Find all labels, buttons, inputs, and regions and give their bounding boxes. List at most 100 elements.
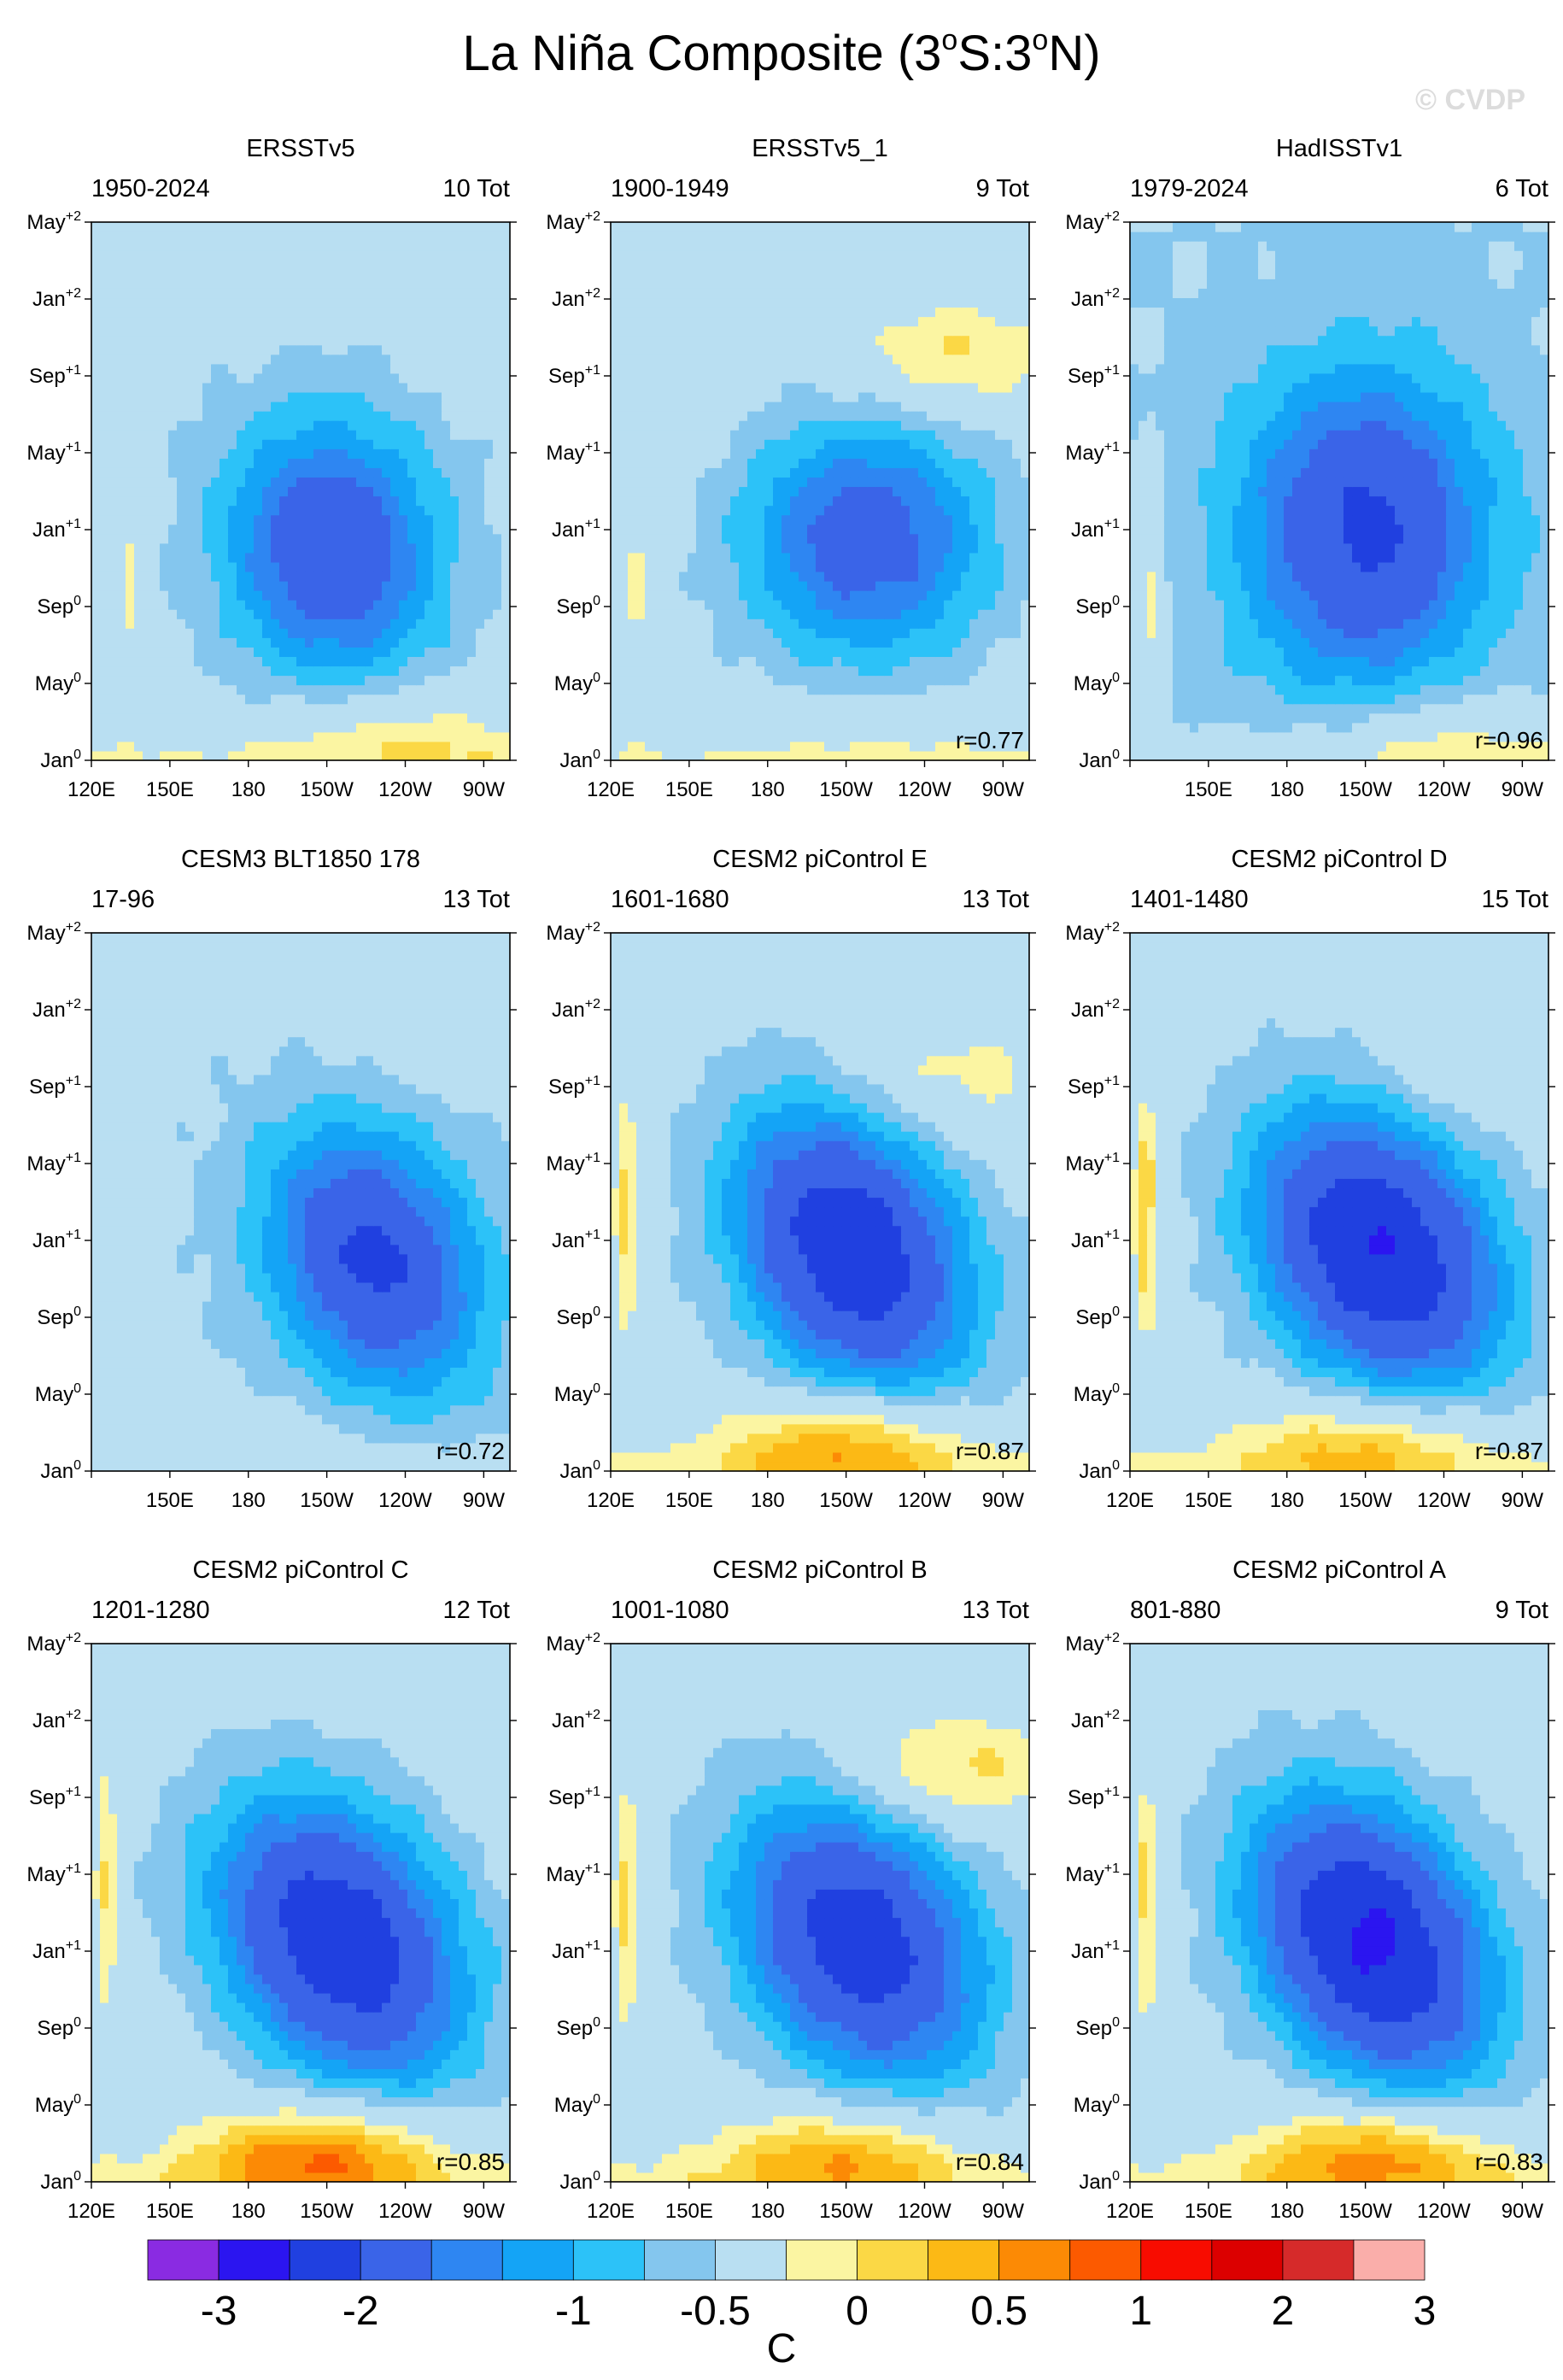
heatmap-cell [1004,561,1013,572]
heatmap-cell [262,278,272,289]
heatmap-cell [390,391,400,402]
heatmap-cell [790,750,799,761]
heatmap-cell [424,694,434,705]
heatmap-cell [331,382,340,393]
heatmap-cell [713,533,723,544]
heatmap-cell [296,590,306,601]
heatmap-cell [305,354,314,365]
heatmap-cell [893,675,902,686]
heatmap-cell [160,542,169,554]
heatmap-cell [365,637,374,648]
heatmap-cell [893,750,902,761]
heatmap-cell [816,402,825,412]
heatmap-cell [407,354,417,365]
heatmap-cell [151,335,161,346]
heatmap-cell [348,448,357,459]
heatmap-cell [1004,722,1013,733]
heatmap-cell [722,430,731,440]
heatmap-cell [151,656,161,667]
heatmap-cell [747,477,757,488]
heatmap-cell [764,647,774,658]
heatmap-cell [279,250,289,261]
heatmap-cell [194,316,203,327]
heatmap-cell [782,495,791,507]
heatmap-cell [867,703,876,714]
heatmap-cell [628,486,637,497]
heatmap-cell [322,411,331,421]
heatmap-cell [373,382,383,393]
heatmap-cell [254,731,263,742]
heatmap-cell [790,618,799,629]
heatmap-cell [126,260,135,270]
heatmap-cell [713,372,723,384]
heatmap-cell [764,637,774,648]
heatmap-cell [816,505,825,516]
heatmap-cell [705,458,714,468]
heatmap-cell [331,694,340,705]
heatmap-cell [91,675,101,686]
heatmap-cell [245,467,255,478]
heatmap-cell [288,232,297,242]
heatmap-cell [331,391,340,402]
heatmap-cell [662,647,671,658]
heatmap-cell [739,411,748,421]
heatmap-cell [824,618,834,629]
heatmap-cell [722,542,731,554]
heatmap-cell [245,675,255,686]
heatmap-cell [305,581,314,591]
heatmap-cell [476,325,485,337]
heatmap-cell [722,411,731,421]
heatmap-cell [143,411,152,421]
heatmap-cell [91,278,101,289]
heatmap-cell [467,439,477,449]
heatmap-cell [833,411,842,421]
heatmap-cell [305,382,314,393]
heatmap-cell [790,552,799,563]
heatmap-cell [100,561,109,572]
panel-event-count: 10 Tot [443,175,510,202]
heatmap-cell [424,288,434,299]
heatmap-cell [636,391,646,402]
heatmap-cell [688,477,697,488]
heatmap-cell [108,750,118,761]
heatmap-cell [739,354,748,365]
heatmap-cell [424,741,434,752]
heatmap-cell [493,637,502,648]
heatmap-cell [143,288,152,299]
heatmap-cell [645,402,654,412]
heatmap-cell [407,382,417,393]
heatmap-cell [636,731,646,742]
heatmap-cell [824,694,834,705]
heatmap-cell [382,420,391,431]
heatmap-cell [296,712,306,724]
heatmap-cell [459,703,468,714]
heatmap-cell [910,618,919,629]
heatmap-cell [867,391,876,402]
heatmap-cell [459,316,468,327]
heatmap-cell [1021,618,1030,629]
heatmap-cell [254,628,263,638]
heatmap-cell [399,524,408,535]
heatmap-cell [995,694,1004,705]
heatmap-cell [884,675,893,686]
heatmap-cell [730,542,740,554]
heatmap-cell [747,552,757,563]
heatmap-cell [245,316,255,327]
heatmap-cell [348,628,357,638]
heatmap-cell [653,618,663,629]
heatmap-cell [382,722,391,733]
heatmap-cell [288,590,297,601]
heatmap-cell [126,467,135,478]
heatmap-cell [653,344,663,355]
heatmap-cell [331,647,340,658]
heatmap-cell [245,647,255,658]
heatmap-cell [901,448,910,459]
heatmap-cell [782,505,791,516]
heatmap-cell [986,448,996,459]
heatmap-cell [722,514,731,525]
heatmap-cell [476,656,485,667]
heatmap-cell [611,372,620,384]
heatmap-cell [390,561,400,572]
heatmap-cell [467,712,477,724]
heatmap-cell [927,600,936,610]
